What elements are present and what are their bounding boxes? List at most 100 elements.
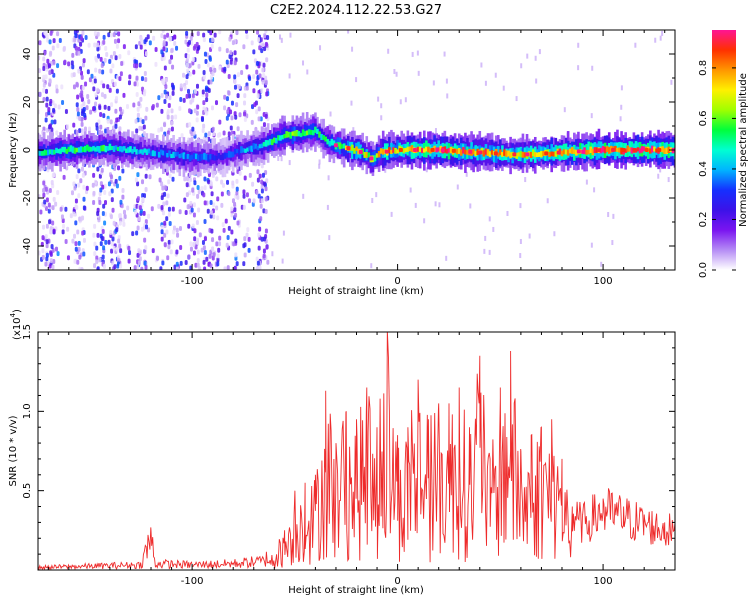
- heatmap-cell: [253, 102, 257, 108]
- heatmap-cell: [141, 179, 145, 185]
- heatmap-cell: [262, 72, 266, 78]
- heatmap-cell: [193, 228, 197, 234]
- heatmap-cell: [423, 148, 426, 153]
- x-tick-label: -100: [181, 276, 204, 287]
- heatmap-cell: [164, 185, 168, 191]
- heatmap-cell: [289, 132, 293, 139]
- heatmap-cell: [80, 111, 84, 117]
- heatmap-cell: [120, 146, 124, 153]
- heatmap-cell: [77, 182, 81, 188]
- heatmap-cell: [283, 133, 286, 139]
- heatmap-cell: [246, 227, 250, 233]
- heatmap-cell: [236, 194, 240, 200]
- heatmap-cell: [225, 152, 229, 158]
- heatmap-cell: [175, 266, 179, 270]
- heatmap-cell: [210, 191, 214, 197]
- heatmap-cell: [175, 249, 179, 255]
- heatmap-cell: [47, 202, 51, 208]
- heatmap-cell: [202, 70, 206, 76]
- heatmap-cell: [260, 88, 264, 94]
- heatmap-cell: [211, 154, 214, 161]
- heatmap-cell: [195, 237, 199, 243]
- heatmap-cell: [73, 147, 77, 154]
- heatmap-cell: [112, 32, 116, 38]
- heatmap-cell: [118, 146, 122, 152]
- heatmap-cell: [179, 260, 183, 266]
- heatmap-cell: [100, 62, 104, 68]
- heatmap-cell: [210, 105, 214, 111]
- heatmap-cell: [53, 103, 57, 109]
- heatmap-cell: [616, 147, 619, 152]
- heatmap-cell: [515, 96, 518, 102]
- heatmap-cell: [230, 206, 234, 212]
- heatmap-cell: [60, 214, 64, 220]
- heatmap-cell: [38, 250, 41, 256]
- heatmap-cell: [603, 146, 607, 154]
- heatmap-cell: [462, 147, 465, 154]
- heatmap-cell: [212, 214, 216, 220]
- heatmap-cell: [76, 94, 80, 100]
- heatmap-cell: [153, 151, 157, 157]
- heatmap-cell: [84, 35, 88, 41]
- heatmap-cell: [155, 150, 159, 157]
- heatmap-hotspot: [398, 148, 403, 152]
- heatmap-cell: [560, 150, 564, 157]
- heatmap-cell: [141, 119, 145, 125]
- heatmap-cell: [116, 146, 120, 152]
- heatmap-cell: [98, 173, 102, 179]
- heatmap-cell: [628, 147, 632, 152]
- heatmap-cell: [38, 68, 41, 74]
- heatmap-cell: [390, 211, 393, 217]
- heatmap-cell: [332, 140, 336, 146]
- heatmap-cell: [209, 67, 213, 73]
- heatmap-cell: [170, 120, 174, 126]
- heatmap-cell: [76, 111, 80, 117]
- heatmap-cell: [168, 173, 172, 179]
- heatmap-cell: [102, 203, 106, 209]
- heatmap-cell: [256, 60, 260, 66]
- heatmap-hotspot: [468, 149, 473, 154]
- heatmap-cell: [145, 149, 149, 156]
- heatmap-cell: [583, 147, 586, 155]
- heatmap-cell: [620, 85, 623, 91]
- heatmap-cell: [163, 242, 167, 248]
- heatmap-cell: [605, 146, 609, 152]
- heatmap-cell: [93, 78, 97, 84]
- heatmap-cell: [456, 184, 459, 190]
- heatmap-cell: [82, 205, 86, 211]
- heatmap-cell: [205, 97, 209, 103]
- heatmap-cell: [245, 232, 249, 238]
- heatmap-cell: [210, 210, 214, 216]
- heatmap-cell: [164, 93, 168, 99]
- heatmap-cell: [118, 220, 122, 226]
- heatmap-hotspot: [333, 143, 338, 148]
- heatmap-cell: [182, 152, 186, 160]
- heatmap-cell: [291, 131, 295, 136]
- heatmap-cell: [161, 210, 165, 216]
- heatmap-cell: [170, 153, 173, 159]
- heatmap-cell: [197, 189, 201, 195]
- snr-y-axis-label: SNR (10 * v/v): [8, 415, 19, 486]
- heatmap-cell: [411, 51, 414, 57]
- y-tick-label: 20: [22, 96, 33, 109]
- heatmap-cell: [141, 149, 145, 155]
- heatmap-cell: [41, 235, 45, 241]
- heatmap-cell: [172, 151, 175, 158]
- heatmap-cell: [520, 63, 523, 69]
- heatmap-cell: [229, 151, 233, 158]
- heatmap-cell: [103, 104, 107, 110]
- heatmap-cell: [261, 42, 265, 48]
- heatmap-cell: [171, 206, 175, 212]
- heatmap-cell: [115, 88, 119, 94]
- heatmap-cell: [100, 92, 104, 98]
- heatmap-cell: [435, 147, 438, 153]
- heatmap-cell: [209, 74, 213, 80]
- spectrogram-ridge-layer: [38, 112, 675, 178]
- heatmap-cell: [75, 174, 79, 180]
- heatmap-cell: [667, 177, 670, 183]
- heatmap-cell: [117, 38, 121, 44]
- heatmap-cell: [210, 228, 214, 234]
- heatmap-cell: [379, 148, 383, 154]
- heatmap-cell: [52, 60, 56, 66]
- heatmap-cell: [214, 100, 218, 106]
